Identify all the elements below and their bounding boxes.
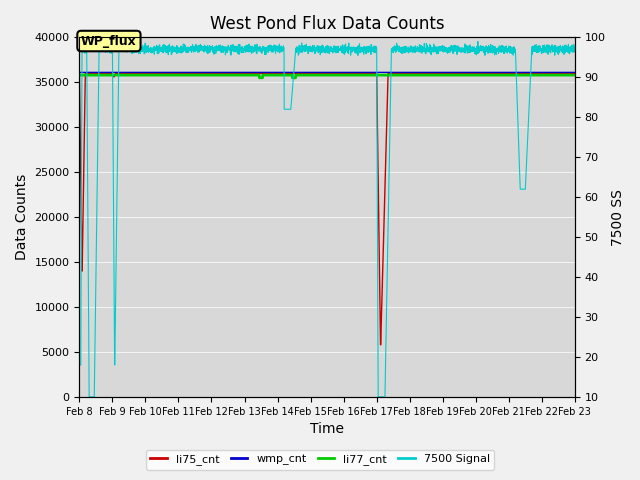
wmp_cnt <box>524 70 531 75</box>
li77_cnt <box>214 72 221 78</box>
wmp_cnt <box>570 70 578 75</box>
Line: 7500 Signal: 7500 Signal <box>79 41 575 397</box>
li77_cnt <box>76 72 83 78</box>
7500 Signal <box>571 46 579 51</box>
li77_cnt <box>524 72 532 78</box>
li75_cnt <box>571 71 579 76</box>
Y-axis label: 7500 SS: 7500 SS <box>611 189 625 246</box>
Line: li77_cnt: li77_cnt <box>79 75 575 78</box>
7500 Signal <box>375 394 383 400</box>
li77_cnt <box>571 72 579 78</box>
wmp_cnt <box>76 70 83 75</box>
li77_cnt <box>384 72 392 78</box>
7500 Signal <box>182 45 189 51</box>
Legend: li75_cnt, wmp_cnt, li77_cnt, 7500 Signal: li75_cnt, wmp_cnt, li77_cnt, 7500 Signal <box>146 450 494 469</box>
wmp_cnt <box>375 70 383 75</box>
wmp_cnt <box>182 70 189 75</box>
wmp_cnt <box>214 70 221 75</box>
wmp_cnt <box>571 70 579 75</box>
7500 Signal <box>571 47 579 53</box>
X-axis label: Time: Time <box>310 422 344 436</box>
li77_cnt <box>182 72 189 78</box>
wmp_cnt <box>384 70 392 75</box>
li75_cnt <box>76 71 83 76</box>
li75_cnt <box>182 71 189 76</box>
Title: West Pond Flux Data Counts: West Pond Flux Data Counts <box>210 15 444 33</box>
li75_cnt <box>571 71 579 76</box>
7500 Signal <box>76 362 83 368</box>
li75_cnt <box>524 71 532 76</box>
7500 Signal <box>384 246 392 252</box>
7500 Signal <box>85 394 93 400</box>
li77_cnt <box>571 72 579 78</box>
li75_cnt <box>214 71 221 76</box>
li75_cnt <box>384 85 392 91</box>
li77_cnt <box>255 75 263 81</box>
7500 Signal <box>474 38 482 44</box>
Text: WP_flux: WP_flux <box>81 35 137 48</box>
Y-axis label: Data Counts: Data Counts <box>15 174 29 260</box>
li75_cnt <box>375 226 383 231</box>
li75_cnt <box>377 342 385 348</box>
7500 Signal <box>524 130 532 135</box>
li77_cnt <box>375 72 383 78</box>
Line: li75_cnt: li75_cnt <box>79 73 575 345</box>
7500 Signal <box>214 45 221 50</box>
